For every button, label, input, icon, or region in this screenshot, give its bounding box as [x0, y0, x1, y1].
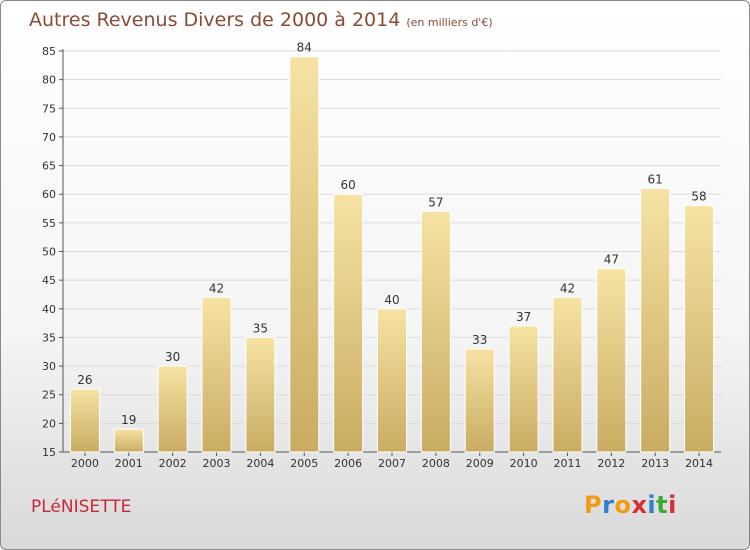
chart-title: Autres Revenus Divers de 2000 à 2014: [29, 9, 401, 31]
bar-2000: [69, 388, 100, 453]
x-tick-label: 2006: [334, 457, 362, 470]
logo-letter: P: [584, 491, 603, 519]
x-tick-label: 2009: [466, 457, 494, 470]
bar-2009: [464, 348, 495, 453]
logo-letter: t: [656, 491, 669, 519]
bar-2012: [596, 268, 627, 453]
data-label: 40: [384, 293, 399, 307]
data-label: 42: [560, 281, 575, 295]
y-tick-label: 85: [42, 45, 56, 58]
x-tick-label: 2000: [71, 457, 99, 470]
proxiti-logo[interactable]: Proxiti: [584, 491, 677, 519]
data-label: 47: [604, 253, 619, 267]
x-tick-label: 2010: [510, 457, 538, 470]
y-tick-label: 50: [42, 246, 56, 259]
logo-letter: r: [602, 491, 615, 519]
commune-name: PLéNISETTE: [31, 497, 132, 517]
data-label: 33: [472, 333, 487, 347]
data-label: 35: [253, 321, 268, 335]
x-tick-label: 2013: [641, 457, 669, 470]
data-label: 84: [297, 41, 312, 55]
x-tick-label: 2014: [685, 457, 713, 470]
y-tick-label: 20: [42, 417, 56, 430]
y-tick-label: 35: [42, 331, 56, 344]
logo-letter: x: [631, 491, 648, 519]
y-tick-label: 45: [42, 274, 56, 287]
bars: [69, 56, 715, 453]
bar-2008: [420, 210, 451, 453]
logo-letter: i: [668, 491, 677, 519]
y-tick-label: 25: [42, 389, 56, 402]
data-label: 61: [648, 172, 663, 186]
y-tick-label: 55: [42, 217, 56, 230]
x-tick-label: 2007: [378, 457, 406, 470]
x-tick-label: 2004: [246, 457, 274, 470]
chart-title-block: Autres Revenus Divers de 2000 à 2014 (en …: [29, 9, 493, 31]
bar-2013: [640, 187, 671, 453]
data-labels: 26 19 30 42 35 84 60 40 57 33 37 42 47 61 58: [77, 41, 706, 427]
bar-2014: [684, 205, 715, 453]
y-tick-label: 60: [42, 188, 56, 201]
data-label: 26: [77, 373, 92, 387]
bar-2005: [289, 56, 320, 453]
x-tick-label: 2003: [203, 457, 231, 470]
y-tick-label: 65: [42, 160, 56, 173]
y-tick-label: 80: [42, 74, 56, 87]
y-tick-label: 40: [42, 303, 56, 316]
x-tick-label: 2002: [159, 457, 187, 470]
x-tick-label: 2008: [422, 457, 450, 470]
data-label: 60: [340, 178, 355, 192]
data-label: 37: [516, 310, 531, 324]
data-label: 42: [209, 281, 224, 295]
logo-letter: o: [614, 491, 632, 519]
bar-2011: [552, 296, 583, 453]
bar-2002: [157, 365, 188, 453]
x-tick-label: 2001: [115, 457, 143, 470]
bar-2007: [377, 308, 407, 453]
x-tick-label: 2011: [553, 457, 581, 470]
data-label: 19: [121, 413, 136, 427]
bar-2001: [113, 428, 144, 453]
bar-2010: [508, 325, 539, 453]
data-label: 58: [691, 190, 706, 204]
bar-2003: [201, 296, 232, 453]
bar-2004: [245, 336, 276, 453]
x-tick-label: 2005: [290, 457, 318, 470]
logo-letter: i: [647, 491, 657, 519]
data-label: 30: [165, 350, 180, 364]
x-tick-label: 2012: [597, 457, 625, 470]
data-label: 57: [428, 195, 443, 209]
y-tick-label: 70: [42, 131, 56, 144]
y-tick-label: 30: [42, 360, 56, 373]
y-tick-label: 75: [42, 102, 56, 115]
chart-subtitle: (en milliers d'€): [406, 16, 493, 29]
bar-2006: [333, 193, 364, 453]
y-tick-label: 15: [42, 446, 56, 459]
